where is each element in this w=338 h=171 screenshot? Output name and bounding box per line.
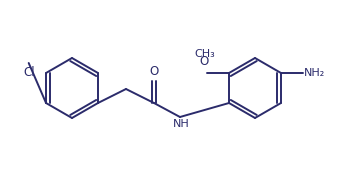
Text: O: O [200,55,209,68]
Text: CH₃: CH₃ [195,49,215,59]
Text: Cl: Cl [23,66,34,79]
Text: NH₂: NH₂ [304,68,325,78]
Text: NH: NH [173,119,189,129]
Text: O: O [149,65,159,78]
